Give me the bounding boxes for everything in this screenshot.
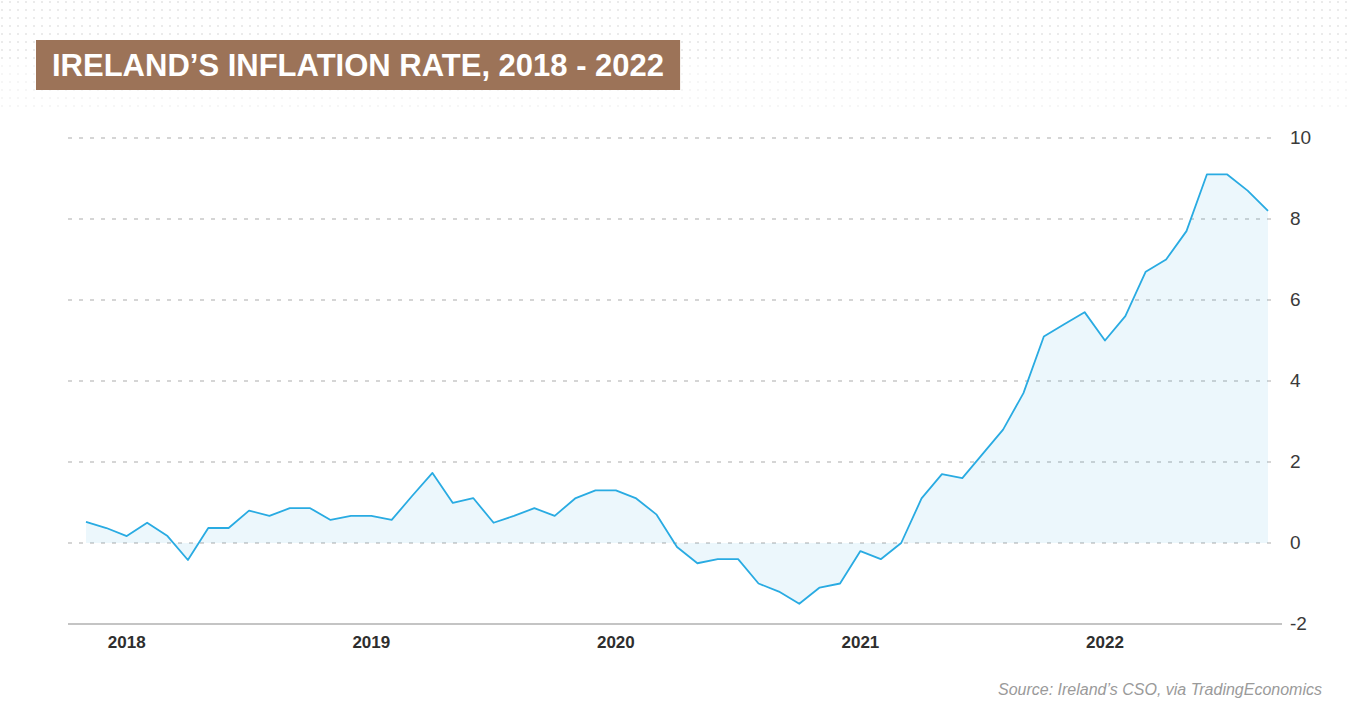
y-tick-label: 4: [1290, 370, 1301, 391]
x-tick-label: 2018: [108, 633, 146, 652]
axis-line: [68, 623, 1282, 624]
x-tick-label: 2019: [352, 633, 390, 652]
chart: -2 0 2 4 6 8 10 2018 2019 2020 2021 2022 IRELAND’S I…: [0, 0, 1350, 727]
title-banner: [36, 40, 680, 90]
x-tick-label: 2022: [1086, 633, 1124, 652]
y-tick-label: 8: [1290, 208, 1301, 229]
grid-line: [68, 299, 1272, 300]
area: [86, 174, 1268, 603]
grid-line: [68, 218, 1272, 219]
y-tick-label: 2: [1290, 451, 1301, 472]
y-tick-label: -2: [1290, 613, 1307, 634]
y-tick-label: 6: [1290, 289, 1301, 310]
y-tick-label: 10: [1290, 127, 1311, 148]
source-note: Source: Ireland’s CSO, via TradingEconom…: [998, 681, 1322, 698]
line: [86, 174, 1268, 603]
plot-area: [86, 174, 1268, 603]
x-tick-label: 2020: [597, 633, 635, 652]
x-tick-label: 2021: [841, 633, 879, 652]
y-tick-label: 0: [1290, 532, 1301, 553]
grid-line: [68, 137, 1272, 138]
title: IRELAND’S INFLATION RATE, 2018 - 2022: [52, 48, 664, 83]
